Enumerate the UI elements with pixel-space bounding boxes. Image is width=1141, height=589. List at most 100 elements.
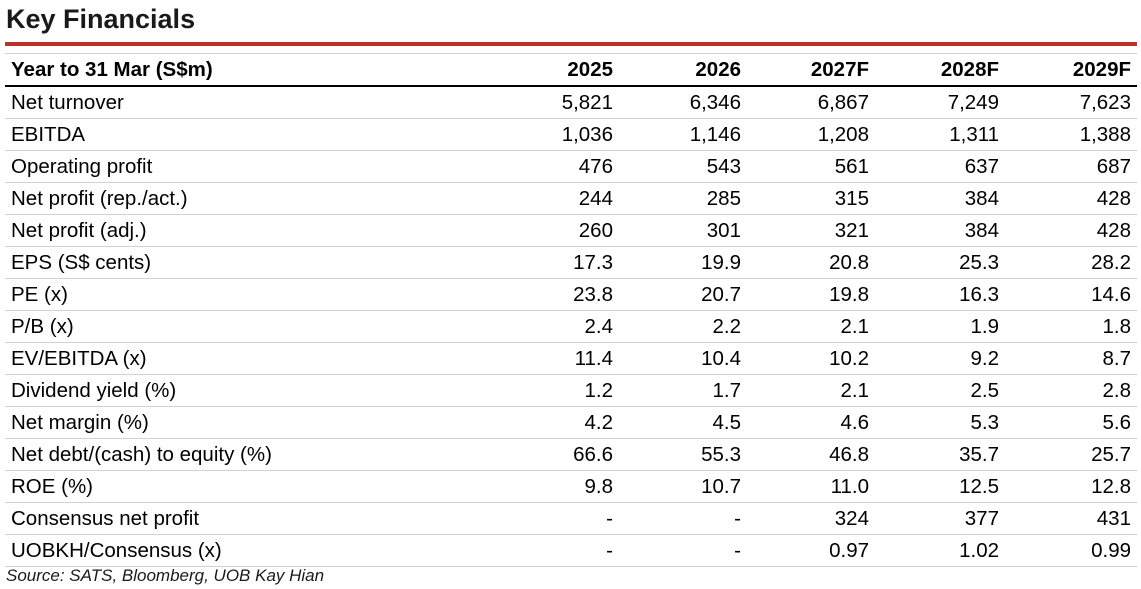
header-year: 2027F xyxy=(747,53,875,87)
row-value: 5,821 xyxy=(507,86,619,119)
row-label: Operating profit xyxy=(5,150,507,183)
row-value: 244 xyxy=(507,182,619,215)
row-value: 8.7 xyxy=(1005,342,1137,375)
row-value: - xyxy=(619,534,747,567)
row-label: EV/EBITDA (x) xyxy=(5,342,507,375)
row-label: Dividend yield (%) xyxy=(5,374,507,407)
row-value: 14.6 xyxy=(1005,278,1137,311)
row-value: 25.7 xyxy=(1005,438,1137,471)
table-body: Net turnover 5,821 6,346 6,867 7,249 7,623 EBI… xyxy=(5,86,1137,567)
row-label: EPS (S$ cents) xyxy=(5,246,507,279)
row-value: 324 xyxy=(747,502,875,535)
row-value: 25.3 xyxy=(875,246,1005,279)
row-value: 2.2 xyxy=(619,310,747,343)
row-value: 55.3 xyxy=(619,438,747,471)
row-value: - xyxy=(507,534,619,567)
row-value: 10.7 xyxy=(619,470,747,503)
source-note: Source: SATS, Bloomberg, UOB Kay Hian xyxy=(6,566,325,585)
row-value: 12.8 xyxy=(1005,470,1137,503)
row-value: 2.1 xyxy=(747,310,875,343)
row-value: 16.3 xyxy=(875,278,1005,311)
row-value: 1.8 xyxy=(1005,310,1137,343)
row-value: 4.6 xyxy=(747,406,875,439)
table-row: EPS (S$ cents) 17.3 19.9 20.8 25.3 28.2 xyxy=(5,246,1137,279)
header-year: 2025 xyxy=(507,53,619,87)
row-value: 321 xyxy=(747,214,875,247)
row-value: 17.3 xyxy=(507,246,619,279)
row-value: 1.2 xyxy=(507,374,619,407)
row-value: 1.02 xyxy=(875,534,1005,567)
row-value: 35.7 xyxy=(875,438,1005,471)
row-value: 1.7 xyxy=(619,374,747,407)
row-value: 9.8 xyxy=(507,470,619,503)
row-value: 561 xyxy=(747,150,875,183)
table-row: EV/EBITDA (x) 11.4 10.4 10.2 9.2 8.7 xyxy=(5,342,1137,375)
row-value: 6,346 xyxy=(619,86,747,119)
header-year: 2026 xyxy=(619,53,747,87)
row-value: 6,867 xyxy=(747,86,875,119)
row-value: 2.5 xyxy=(875,374,1005,407)
row-value: 687 xyxy=(1005,150,1137,183)
row-label: Net turnover xyxy=(5,86,507,119)
header-label: Year to 31 Mar (S$m) xyxy=(5,53,507,87)
row-value: 384 xyxy=(875,214,1005,247)
row-value: 66.6 xyxy=(507,438,619,471)
row-value: 1.9 xyxy=(875,310,1005,343)
row-label: PE (x) xyxy=(5,278,507,311)
title-divider xyxy=(5,42,1137,46)
row-value: 1,311 xyxy=(875,118,1005,151)
header-year: 2029F xyxy=(1005,53,1137,87)
row-label: EBITDA xyxy=(5,118,507,151)
row-value: 20.7 xyxy=(619,278,747,311)
row-value: 1,036 xyxy=(507,118,619,151)
row-value: 2.8 xyxy=(1005,374,1137,407)
row-value: 2.4 xyxy=(507,310,619,343)
row-label: ROE (%) xyxy=(5,470,507,503)
table-row: Operating profit 476 543 561 637 687 xyxy=(5,150,1137,183)
row-value: 431 xyxy=(1005,502,1137,535)
table-header-row: Year to 31 Mar (S$m) 2025 2026 2027F 202… xyxy=(5,53,1137,87)
row-value: 543 xyxy=(619,150,747,183)
row-label: UOBKH/Consensus (x) xyxy=(5,534,507,567)
row-value: 12.5 xyxy=(875,470,1005,503)
table-row: Net turnover 5,821 6,346 6,867 7,249 7,623 xyxy=(5,86,1137,119)
row-value: 28.2 xyxy=(1005,246,1137,279)
row-value: 637 xyxy=(875,150,1005,183)
row-value: 377 xyxy=(875,502,1005,535)
row-value: - xyxy=(619,502,747,535)
row-value: 315 xyxy=(747,182,875,215)
table-row: Net profit (adj.) 260 301 321 384 428 xyxy=(5,214,1137,247)
row-value: 1,146 xyxy=(619,118,747,151)
table-row: Consensus net profit - -324 377 431 xyxy=(5,502,1137,535)
row-value: 4.5 xyxy=(619,406,747,439)
row-value: 5.6 xyxy=(1005,406,1137,439)
table-row: Dividend yield (%) 1.2 1.7 2.1 2.5 2.8 xyxy=(5,374,1137,407)
row-label: Net profit (adj.) xyxy=(5,214,507,247)
table-row: Net margin (%) 4.2 4.5 4.6 5.3 5.6 xyxy=(5,406,1137,439)
row-label: Net margin (%) xyxy=(5,406,507,439)
row-value: 9.2 xyxy=(875,342,1005,375)
row-value: 1,388 xyxy=(1005,118,1137,151)
row-value: 384 xyxy=(875,182,1005,215)
row-value: - xyxy=(507,502,619,535)
row-value: 19.9 xyxy=(619,246,747,279)
row-value: 476 xyxy=(507,150,619,183)
page-title: Key Financials xyxy=(6,4,196,34)
row-label: Net debt/(cash) to equity (%) xyxy=(5,438,507,471)
row-value: 428 xyxy=(1005,182,1137,215)
row-value: 11.4 xyxy=(507,342,619,375)
table-row: UOBKH/Consensus (x) - -0.97 1.02 0.99 xyxy=(5,534,1137,567)
row-label: P/B (x) xyxy=(5,310,507,343)
table-row: P/B (x) 2.4 2.2 2.1 1.9 1.8 xyxy=(5,310,1137,343)
row-value: 10.4 xyxy=(619,342,747,375)
row-value: 23.8 xyxy=(507,278,619,311)
row-value: 46.8 xyxy=(747,438,875,471)
table-row: PE (x) 23.8 20.7 19.8 16.3 14.6 xyxy=(5,278,1137,311)
header-year: 2028F xyxy=(875,53,1005,87)
table-row: Net debt/(cash) to equity (%) 66.6 55.3 46.… xyxy=(5,438,1137,471)
row-label: Consensus net profit xyxy=(5,502,507,535)
key-financials-table: Year to 31 Mar (S$m) 2025 2026 2027F 202… xyxy=(5,53,1137,567)
row-value: 7,249 xyxy=(875,86,1005,119)
row-value: 4.2 xyxy=(507,406,619,439)
row-value: 5.3 xyxy=(875,406,1005,439)
